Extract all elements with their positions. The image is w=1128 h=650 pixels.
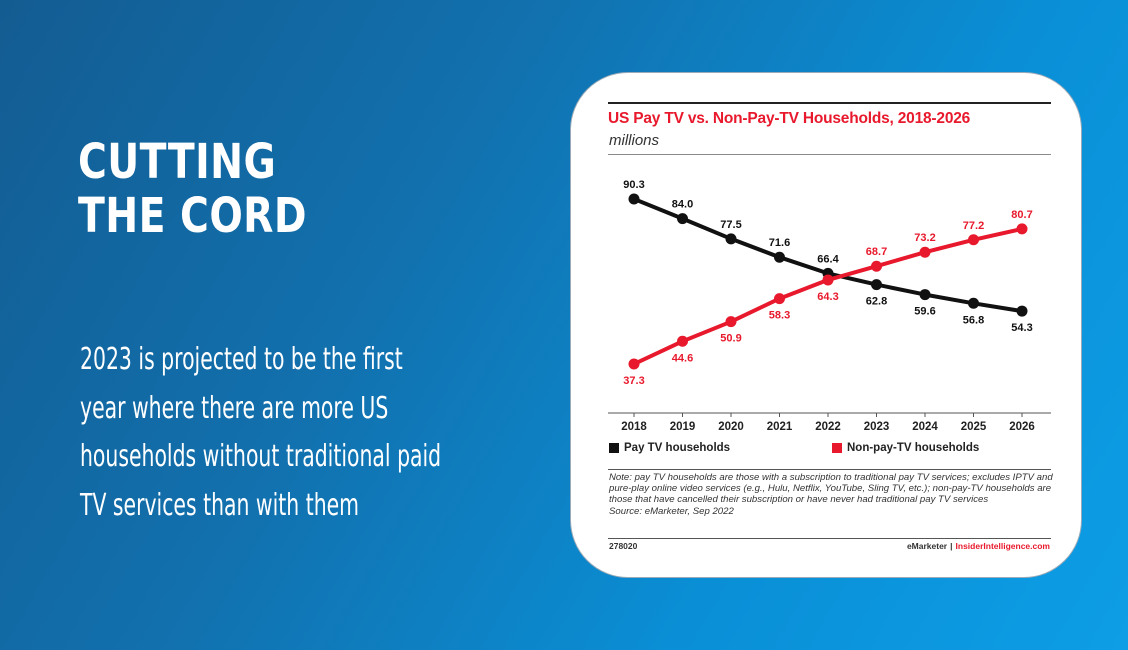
- chart-subtitle-rule: [608, 154, 1051, 155]
- data-label-non-pay-tv-2019: 44.6: [672, 352, 693, 364]
- brand-insider-intelligence: InsiderIntelligence.com: [955, 541, 1050, 551]
- legend-item-pay-tv: Pay TV households: [609, 442, 730, 454]
- x-tick-label-2020: 2020: [718, 421, 744, 433]
- chart-labels-group: 90.3 84.0 77.5 71.6 66.4 62.8 59.6 56.8 54.3 37.3…: [623, 179, 1032, 387]
- point-non-pay-tv-2026: [1016, 223, 1028, 235]
- line-chart: 2018 2019 2020 2021 2022 2023 2024 2025 2026 90.…: [608, 179, 1051, 433]
- data-label-pay-tv-2021: 71.6: [769, 237, 790, 249]
- x-tick-label-2021: 2021: [767, 421, 793, 433]
- data-label-non-pay-tv-2026: 80.7: [1011, 209, 1032, 221]
- data-label-pay-tv-2018: 90.3: [623, 179, 644, 191]
- point-pay-tv-2021: [774, 251, 785, 263]
- chart-legend: Pay TV households Non-pay-TV households: [609, 442, 1052, 460]
- point-pay-tv-2018: [628, 193, 640, 205]
- legend-swatch-pay-tv: [609, 443, 619, 453]
- point-non-pay-tv-2025: [968, 234, 979, 246]
- point-pay-tv-2024: [919, 289, 931, 301]
- x-tick-label-2022: 2022: [815, 421, 841, 433]
- chart-id: 278020: [609, 541, 638, 551]
- legend-label-non-pay-tv: Non-pay-TV households: [847, 442, 980, 454]
- point-pay-tv-2019: [677, 213, 688, 225]
- data-label-non-pay-tv-2021: 58.3: [769, 310, 790, 322]
- headline-line-1: CUTTING: [78, 134, 277, 190]
- note-rule: [608, 469, 1051, 470]
- data-label-pay-tv-2024: 59.6: [914, 306, 935, 318]
- data-label-non-pay-tv-2024: 73.2: [914, 232, 935, 244]
- point-pay-tv-2025: [968, 297, 979, 309]
- data-label-non-pay-tv-2020: 50.9: [720, 333, 741, 345]
- data-label-pay-tv-2023: 62.8: [866, 296, 887, 308]
- point-pay-tv-2020: [725, 233, 737, 245]
- x-tick-label-2025: 2025: [961, 421, 987, 433]
- x-tick-label-2023: 2023: [864, 421, 890, 433]
- data-label-pay-tv-2022: 66.4: [817, 253, 839, 265]
- chart-note: Note: pay TV households are those with a…: [609, 472, 1054, 517]
- chart-title: US Pay TV vs. Non-Pay-TV Households, 201…: [608, 110, 971, 127]
- legend-item-non-pay-tv: Non-pay-TV households: [832, 442, 979, 454]
- data-label-non-pay-tv-2018: 37.3: [623, 375, 644, 387]
- point-pay-tv-2026: [1016, 305, 1028, 317]
- chart-card: US Pay TV vs. Non-Pay-TV Households, 201…: [570, 72, 1082, 578]
- x-tick-label-2018: 2018: [621, 421, 647, 433]
- data-label-non-pay-tv-2022: 64.3: [817, 291, 838, 303]
- data-label-pay-tv-2020: 77.5: [720, 219, 741, 231]
- point-non-pay-tv-2021: [774, 293, 785, 305]
- legend-swatch-non-pay-tv: [832, 443, 842, 453]
- chart-note-text: Note: pay TV households are those with a…: [609, 472, 1053, 506]
- data-label-pay-tv-2026: 54.3: [1011, 322, 1032, 334]
- point-non-pay-tv-2019: [677, 335, 688, 347]
- point-non-pay-tv-2018: [628, 358, 640, 370]
- headline-line-2: THE CORD: [78, 188, 307, 244]
- x-tick-label-2024: 2024: [912, 421, 938, 433]
- point-non-pay-tv-2023: [871, 260, 882, 272]
- x-tick-label-2019: 2019: [670, 421, 696, 433]
- chart-top-rule: [608, 102, 1051, 104]
- data-label-non-pay-tv-2023: 68.7: [866, 246, 887, 258]
- chart-subtitle: millions: [609, 132, 660, 149]
- data-label-pay-tv-2019: 84.0: [672, 199, 693, 211]
- brand-credit: eMarketer | InsiderIntelligence.com: [907, 541, 1050, 551]
- brand-separator: |: [950, 541, 953, 551]
- description-text: 2023 is projected to be the first year w…: [80, 342, 442, 523]
- point-pay-tv-2023: [871, 279, 882, 291]
- data-label-non-pay-tv-2025: 77.2: [963, 220, 984, 232]
- point-non-pay-tv-2024: [919, 246, 931, 258]
- legend-label-pay-tv: Pay TV households: [624, 442, 731, 454]
- headline: CUTTING THE CORD: [78, 135, 307, 243]
- x-tick-label-2026: 2026: [1009, 421, 1035, 433]
- point-non-pay-tv-2020: [725, 316, 737, 328]
- chart-points-group: [628, 193, 1028, 370]
- point-non-pay-tv-2022: [822, 274, 834, 286]
- footer-rule: [608, 538, 1051, 539]
- chart-source: Source: eMarketer, Sep 2022: [609, 505, 734, 517]
- data-label-pay-tv-2025: 56.8: [963, 314, 984, 326]
- brand-emarketer: eMarketer: [906, 541, 948, 551]
- chart-axis-group: 2018 2019 2020 2021 2022 2023 2024 2025 2026: [608, 412, 1051, 433]
